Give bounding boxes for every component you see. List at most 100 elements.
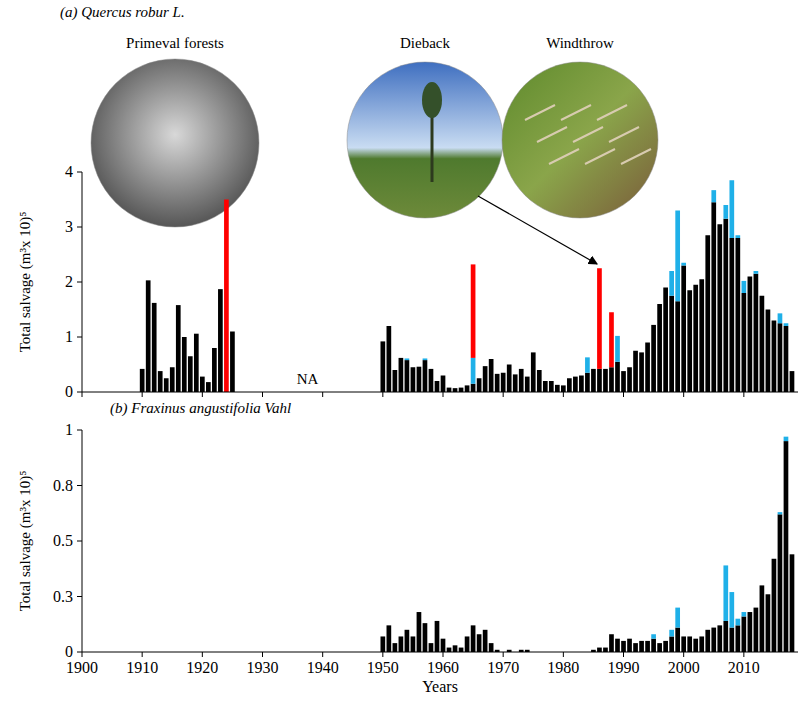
bar <box>549 381 554 392</box>
bar <box>723 621 728 652</box>
bar <box>561 385 566 392</box>
y-tick <box>77 172 82 173</box>
bar <box>699 279 704 392</box>
x-tick <box>322 652 323 657</box>
bar <box>477 634 482 652</box>
y-tick-label: 0.5 <box>53 532 73 549</box>
bar <box>766 310 771 393</box>
bar <box>778 323 783 392</box>
log <box>573 127 603 142</box>
x-tick-label: 1940 <box>307 659 339 676</box>
bar <box>603 369 608 392</box>
panel-title: (a) Quercus robur L. <box>60 4 185 21</box>
bar <box>717 625 722 652</box>
bar <box>681 263 686 266</box>
bar <box>778 512 783 514</box>
x-tick <box>443 392 444 397</box>
bar <box>188 356 193 392</box>
bar <box>399 636 404 652</box>
y-axis-title: Total salvage (m³x 10)⁵ <box>17 471 34 612</box>
x-tick <box>503 652 504 657</box>
photo <box>502 62 658 218</box>
bar <box>471 625 476 652</box>
bar <box>380 636 385 652</box>
bar <box>429 643 434 652</box>
bar <box>393 370 398 392</box>
tree <box>422 82 442 118</box>
y-tick-label: 2 <box>65 273 73 290</box>
bar <box>754 271 759 274</box>
bar <box>465 636 470 652</box>
bar <box>633 351 638 392</box>
x-tick-label: 1990 <box>608 659 640 676</box>
bar <box>760 296 765 392</box>
bar <box>735 619 740 626</box>
bar <box>705 630 710 652</box>
bar <box>723 565 728 621</box>
bar <box>669 630 674 637</box>
bar <box>405 630 410 652</box>
bar <box>417 612 422 652</box>
bar <box>579 376 584 393</box>
bar <box>471 358 476 384</box>
bar <box>742 281 747 293</box>
bar <box>669 296 674 392</box>
na-label: NA <box>297 371 319 387</box>
x-tick <box>202 652 203 657</box>
bar <box>411 636 416 652</box>
bar <box>423 360 428 392</box>
x-tick <box>142 392 143 397</box>
bar <box>380 341 385 392</box>
x-tick <box>563 392 564 397</box>
y-tick <box>77 227 82 228</box>
bar <box>477 378 482 392</box>
bar <box>411 367 416 392</box>
bar <box>465 385 470 392</box>
bar <box>182 337 187 392</box>
bar <box>645 343 650 393</box>
bar <box>591 369 596 392</box>
bar <box>453 645 458 652</box>
bar <box>675 628 680 652</box>
bar <box>513 374 518 392</box>
bar <box>489 643 494 652</box>
bar <box>423 358 428 360</box>
x-tick-label: 1980 <box>547 659 579 676</box>
y-tick-label: 0.3 <box>53 588 73 605</box>
x-tick-label: 1960 <box>427 659 459 676</box>
bar <box>453 388 458 392</box>
bar <box>441 376 446 393</box>
bar <box>669 271 674 296</box>
y-tick <box>77 392 82 393</box>
bar <box>164 378 169 392</box>
bar <box>585 373 590 392</box>
bar <box>711 628 716 652</box>
bar <box>170 367 175 392</box>
x-tick <box>443 652 444 657</box>
x-axis-title: Years <box>422 678 458 695</box>
y-tick <box>77 485 82 486</box>
bar <box>663 288 668 393</box>
y-tick <box>77 596 82 597</box>
bar <box>627 367 632 392</box>
bar <box>754 608 759 652</box>
chart: Primeval forestsDiebackWindthrow01234(a)… <box>0 0 804 702</box>
bar <box>705 235 710 392</box>
x-axis <box>82 392 798 393</box>
bar <box>224 200 229 393</box>
bar <box>471 264 476 358</box>
bar <box>531 352 536 392</box>
x-tick <box>683 392 684 397</box>
log <box>609 127 639 142</box>
bar <box>537 370 542 392</box>
x-tick <box>262 652 263 657</box>
x-tick <box>82 652 83 657</box>
bar <box>218 289 223 392</box>
bar <box>729 628 734 652</box>
bar <box>711 202 716 392</box>
bar <box>609 312 614 367</box>
bar <box>645 641 650 652</box>
bar <box>790 554 795 652</box>
x-tick-label: 1910 <box>126 659 158 676</box>
bar <box>639 352 644 392</box>
